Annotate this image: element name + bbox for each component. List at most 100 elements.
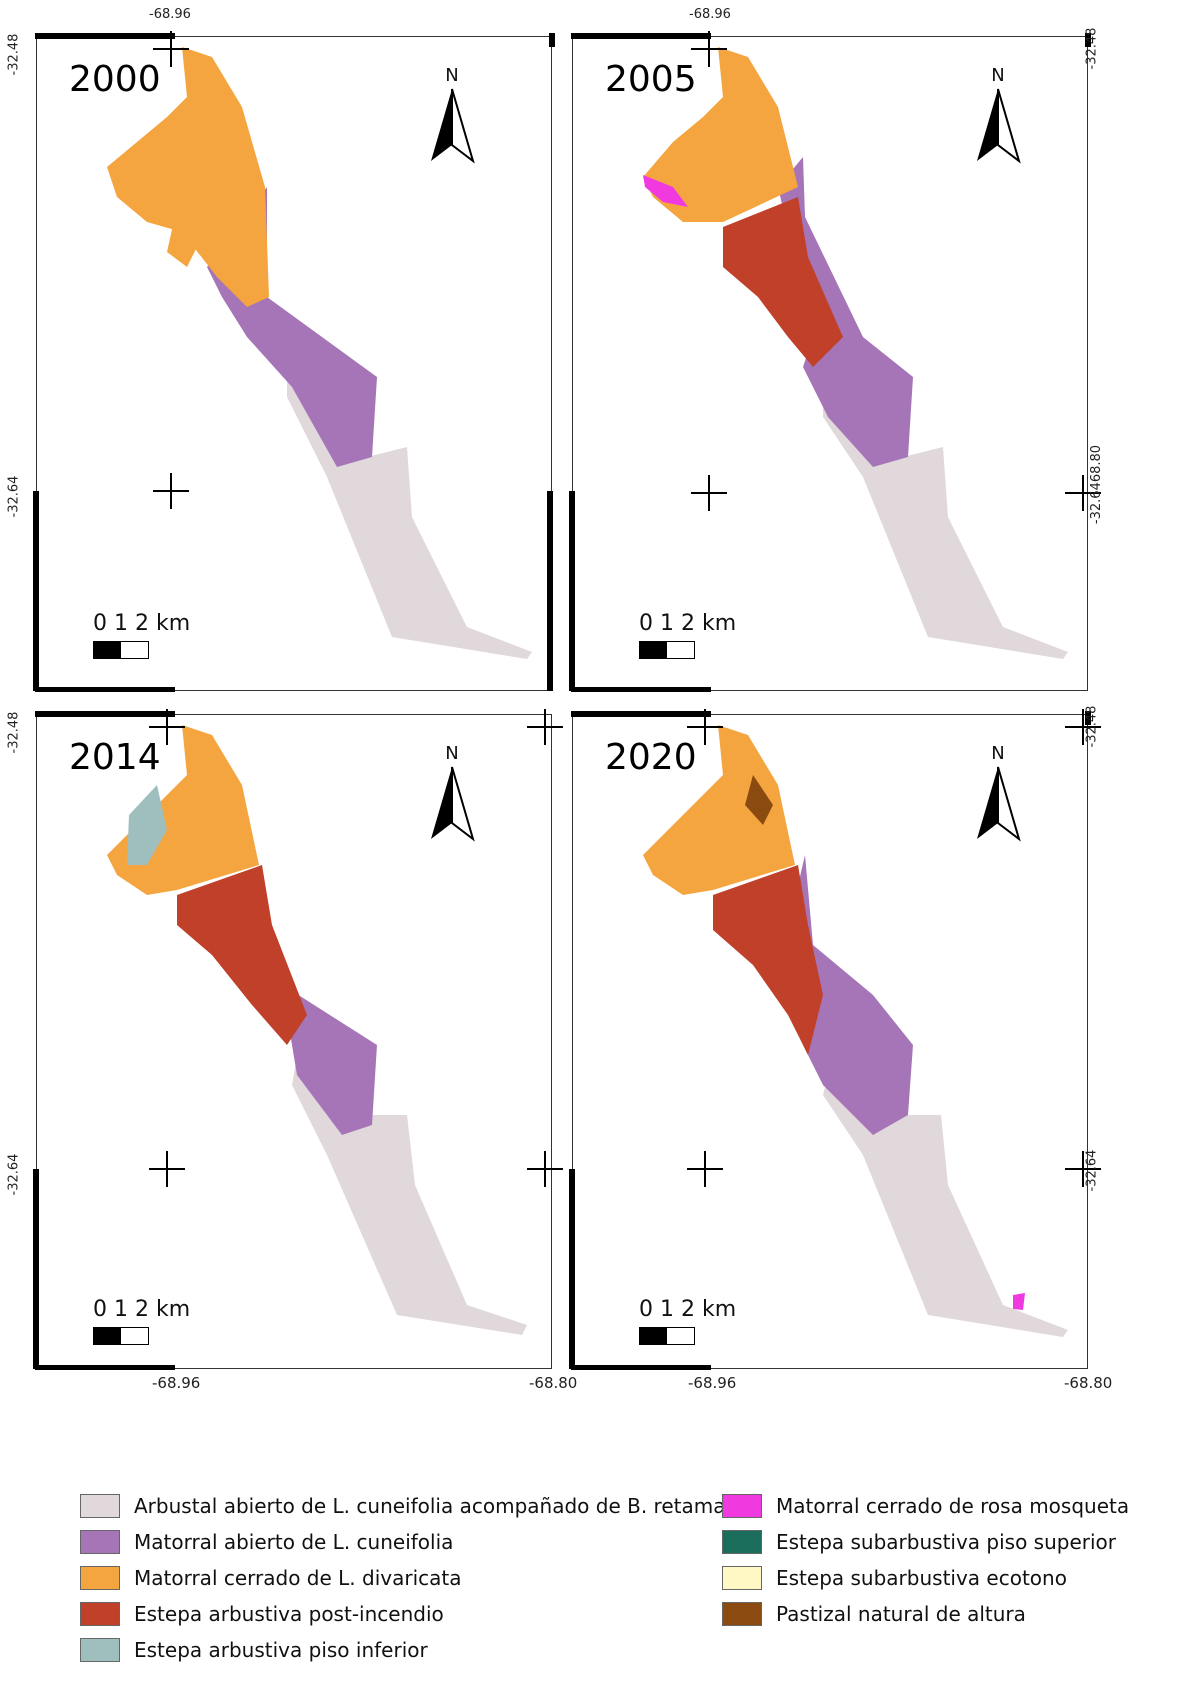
north-arrow: N [973, 65, 1023, 164]
north-arrow-icon [977, 766, 1021, 842]
lon-label: -68.96 [149, 7, 191, 22]
area-matorral-abierto [778, 157, 913, 467]
scale-graphic [93, 641, 149, 659]
scale-label: 0 1 2 km [93, 611, 191, 636]
grid-crosshair [687, 1151, 723, 1187]
lat-label: -32.64 [1084, 1149, 1100, 1192]
legend-label: Matorral cerrado de rosa mosqueta [776, 1494, 1130, 1518]
study-area-map [643, 725, 1068, 1337]
grid-crosshair [1065, 1151, 1101, 1187]
lon-label: -68.96 [152, 1374, 201, 1392]
legend-swatch [722, 1566, 762, 1590]
study-area-map [107, 725, 527, 1335]
legend-swatch [722, 1602, 762, 1626]
map-panel-2014: 2014 N 0 1 2 km -32.48 -32.64 [6, 709, 563, 1370]
legend-swatch [722, 1530, 762, 1554]
lat-label: -32.64 [6, 1153, 22, 1196]
grid-crosshair [1065, 709, 1101, 745]
panel-year: 2020 [605, 737, 697, 778]
grid-crosshair [691, 31, 727, 67]
legend-label: Estepa arbustiva piso inferior [134, 1638, 428, 1662]
legend-swatch [80, 1530, 120, 1554]
grid-crosshair [527, 709, 563, 745]
legend-swatch [722, 1494, 762, 1518]
north-label: N [445, 743, 459, 764]
scale-label: 0 1 2 km [639, 1297, 737, 1322]
scale-graphic [93, 1327, 149, 1345]
legend-item: Matorral cerrado de L. divaricata [80, 1564, 461, 1592]
scale-bar: 0 1 2 km [639, 611, 759, 661]
grid-crosshair [1065, 475, 1101, 511]
grid-crosshair [149, 1151, 185, 1187]
area-estepa-post-incendio [713, 865, 823, 1055]
legend-label: Estepa arbustiva post-incendio [134, 1602, 444, 1626]
legend-label: Matorral cerrado de L. divaricata [134, 1566, 462, 1590]
legend-item: Arbustal abierto de L. cuneifolia acompa… [80, 1492, 725, 1520]
legend-swatch [80, 1602, 120, 1626]
legend-item: Matorral abierto de L. cuneifolia [80, 1528, 453, 1556]
grid-crosshair [691, 475, 727, 511]
panel-year: 2014 [69, 737, 161, 778]
legend-swatch [80, 1494, 120, 1518]
legend-item: Matorral cerrado de rosa mosqueta [722, 1492, 1129, 1520]
area-rosa-mosqueta [1013, 1293, 1025, 1310]
panel-year: 2000 [69, 59, 161, 100]
grid-crosshair [153, 473, 189, 509]
scale-bar: 0 1 2 km [93, 611, 213, 661]
area-divaricata-lobe [167, 207, 212, 267]
north-arrow: N [427, 743, 477, 842]
map-panel-2000: 2000 N 0 1 2 km -68.96 -32.48 -32.64 [6, 7, 555, 692]
area-pastizal [745, 775, 773, 825]
north-arrow: N [427, 65, 477, 164]
north-arrow-icon [977, 88, 1021, 164]
lat-lon-overlap-label: -32.6468.80 [1089, 444, 1105, 525]
map-panel-2020: 2020 N 0 1 2 km -32.48 -32.64 [569, 706, 1101, 1370]
grid-crosshair [149, 709, 185, 745]
panel-year: 2005 [605, 59, 697, 100]
north-arrow: N [973, 743, 1023, 842]
study-area-map [107, 47, 532, 659]
legend-label: Estepa subarbustiva piso superior [776, 1530, 1117, 1554]
legend: Arbustal abierto de L. cuneifolia acompa… [80, 1490, 1160, 1680]
scale-bar: 0 1 2 km [639, 1297, 759, 1347]
map-panel-2005: 2005 N 0 1 2 km -68.96 -32.48 -32.6468.8… [569, 7, 1104, 692]
area-arbustal [823, 1075, 1068, 1337]
area-matorral-abierto [798, 855, 913, 1135]
grid-crosshair [527, 1151, 563, 1187]
lon-label: -68.96 [689, 7, 731, 22]
legend-item: Estepa subarbustiva piso superior [722, 1528, 1116, 1556]
lat-label: -32.48 [6, 711, 22, 754]
area-matorral-divaricata [643, 725, 795, 895]
area-estepa-piso-inferior [127, 785, 167, 865]
north-label: N [991, 65, 1005, 86]
area-estepa-post-incendio [723, 197, 843, 367]
legend-swatch [80, 1566, 120, 1590]
north-label: N [445, 65, 459, 86]
lat-label: -32.64 [6, 475, 22, 518]
study-area-map [643, 47, 1068, 659]
lat-label: -32.48 [6, 33, 22, 76]
legend-item: Estepa subarbustiva ecotono [722, 1564, 1067, 1592]
legend-label: Arbustal abierto de L. cuneifolia acompa… [134, 1494, 726, 1518]
area-matorral-divaricata [107, 47, 269, 307]
north-arrow-icon [431, 766, 475, 842]
lat-label: -32.48 [1084, 705, 1100, 748]
lon-label: -68.80 [1064, 1374, 1113, 1392]
grid-crosshair [687, 709, 723, 745]
area-matorral-divaricata [643, 47, 798, 222]
legend-label: Pastizal natural de altura [776, 1602, 1026, 1626]
legend-item: Estepa arbustiva post-incendio [80, 1600, 444, 1628]
scale-graphic [639, 1327, 695, 1345]
lon-label: -68.80 [529, 1374, 578, 1392]
legend-swatch [80, 1638, 120, 1662]
legend-item: Estepa arbustiva piso inferior [80, 1636, 428, 1664]
scale-graphic [639, 641, 695, 659]
grid-crosshair [153, 31, 189, 67]
legend-label: Matorral abierto de L. cuneifolia [134, 1530, 454, 1554]
north-arrow-icon [431, 88, 475, 164]
area-estepa-post-incendio [177, 865, 307, 1045]
lon-label: -68.96 [688, 1374, 737, 1392]
north-label: N [991, 743, 1005, 764]
scale-bar: 0 1 2 km [93, 1297, 213, 1347]
area-rosa-mosqueta [643, 175, 688, 207]
